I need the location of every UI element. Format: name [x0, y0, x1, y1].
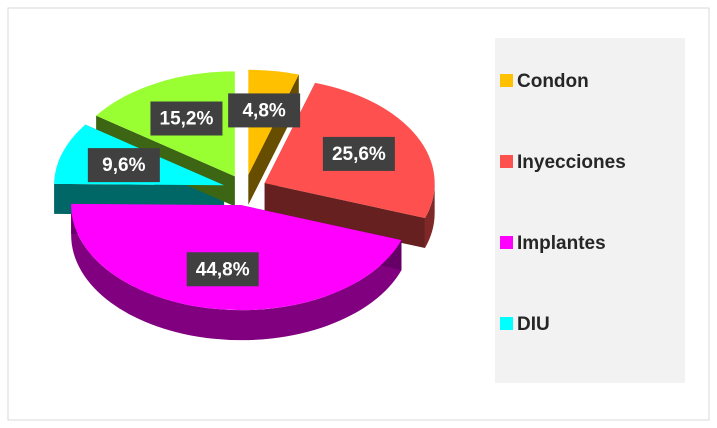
- label-box: [150, 101, 223, 136]
- label-box: [87, 148, 160, 183]
- label-box: [228, 93, 301, 128]
- label-box: [186, 252, 259, 287]
- data-label: 4,8%: [242, 100, 285, 121]
- data-label: 15,2%: [160, 109, 214, 130]
- legend-label: Inyecciones: [517, 152, 626, 173]
- label-box: [322, 136, 395, 171]
- legend-label: Condon: [517, 71, 589, 92]
- legend-swatch: [500, 74, 513, 87]
- data-label: 44,8%: [196, 259, 250, 280]
- slice-side: [71, 205, 402, 341]
- data-label: 9,6%: [102, 155, 145, 176]
- data-label: 25,6%: [332, 144, 386, 165]
- legend-label: DIU: [517, 314, 550, 335]
- legend-swatch: [500, 236, 513, 249]
- legend-label: Implantes: [517, 233, 606, 254]
- legend-box: [495, 38, 685, 383]
- legend-swatch: [500, 317, 513, 330]
- slice-wall: [264, 183, 425, 249]
- legend-swatch: [500, 155, 513, 168]
- slice-side: [424, 183, 435, 249]
